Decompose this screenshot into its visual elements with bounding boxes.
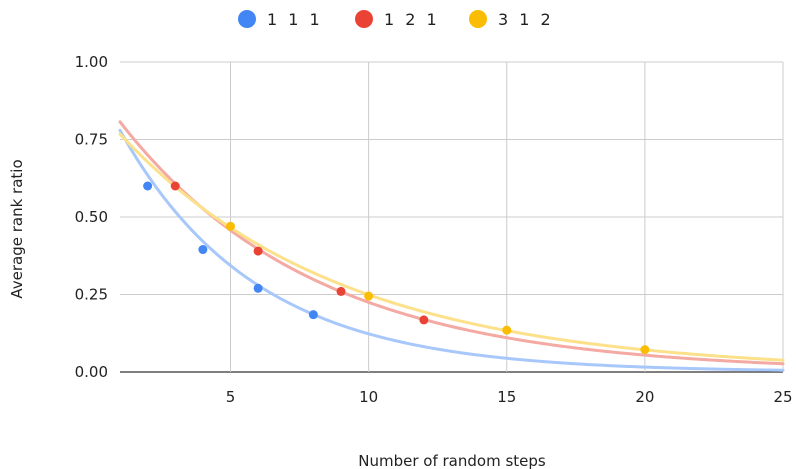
data-point bbox=[253, 246, 263, 256]
x-tick-label: 15 bbox=[497, 388, 516, 406]
y-tick-label: 0.00 bbox=[75, 363, 108, 381]
trendline bbox=[118, 128, 785, 372]
data-point bbox=[419, 315, 429, 325]
x-tick-label: 25 bbox=[773, 388, 792, 406]
y-axis-title: Average rank ratio bbox=[8, 159, 26, 298]
y-tick-label: 1.00 bbox=[75, 53, 108, 71]
trendlines bbox=[118, 120, 785, 372]
legend: 1 1 1 1 2 1 3 1 2 bbox=[238, 10, 554, 29]
x-axis-title: Number of random steps bbox=[358, 452, 546, 469]
x-tick-label: 5 bbox=[226, 388, 236, 406]
legend-label: 1 1 1 bbox=[267, 10, 323, 29]
x-axis-ticks: 5 10 15 20 25 bbox=[226, 388, 793, 406]
data-point bbox=[198, 245, 208, 255]
x-tick-label: 10 bbox=[359, 388, 378, 406]
x-tick-label: 20 bbox=[635, 388, 654, 406]
data-point bbox=[170, 181, 180, 191]
data-point bbox=[143, 181, 153, 191]
data-point bbox=[336, 286, 346, 296]
data-points bbox=[143, 181, 650, 355]
data-point bbox=[502, 325, 512, 335]
trendline bbox=[118, 120, 785, 366]
data-point bbox=[640, 345, 650, 355]
y-axis-ticks: 0.00 0.25 0.50 0.75 1.00 bbox=[75, 53, 108, 381]
legend-label: 3 1 2 bbox=[498, 10, 554, 29]
legend-label: 1 2 1 bbox=[384, 10, 440, 29]
data-point bbox=[308, 310, 318, 320]
legend-marker bbox=[355, 10, 373, 28]
data-point bbox=[226, 221, 235, 231]
y-tick-label: 0.25 bbox=[75, 286, 108, 304]
legend-marker bbox=[469, 10, 487, 28]
grid bbox=[120, 61, 784, 373]
data-point bbox=[253, 283, 263, 293]
y-tick-label: 0.75 bbox=[75, 131, 108, 149]
y-tick-label: 0.50 bbox=[75, 208, 108, 226]
data-point bbox=[364, 291, 374, 301]
legend-marker bbox=[238, 10, 256, 28]
